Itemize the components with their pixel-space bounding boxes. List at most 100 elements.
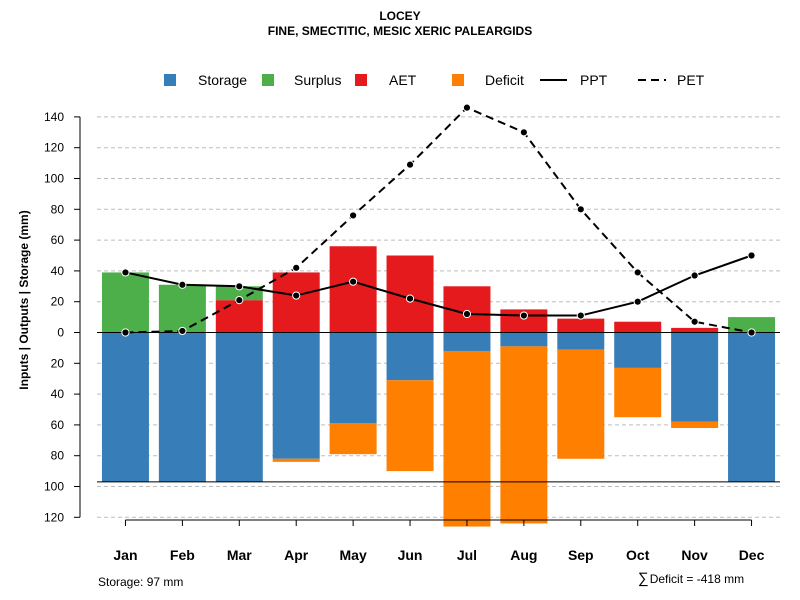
legend-label-pet: PET (677, 72, 705, 88)
legend: Storage Surplus AET Deficit PPT PET (164, 72, 705, 88)
bar-aet-sep (557, 318, 605, 333)
y-tick-label: 40 (51, 387, 65, 401)
ppt-point-nov (690, 271, 699, 280)
pet-point-dec (747, 328, 756, 337)
bar-deficit-apr (272, 458, 320, 462)
lines (121, 103, 756, 337)
legend-swatch-surplus (262, 74, 274, 86)
x-tick-label-may: May (340, 547, 367, 563)
bar-storage-jun (386, 332, 434, 381)
pet-point-may (349, 211, 358, 220)
bar-deficit-may (329, 423, 377, 455)
y-tick-label: 100 (44, 480, 64, 494)
bar-storage-sep (557, 332, 605, 350)
x-tick-label-dec: Dec (739, 547, 765, 563)
ppt-point-sep (576, 311, 585, 320)
pet-point-jul (462, 103, 472, 112)
legend-label-deficit: Deficit (485, 72, 524, 88)
y-tick-label: 100 (44, 172, 64, 186)
y-tick-label: 120 (44, 141, 64, 155)
bar-deficit-oct (614, 367, 662, 418)
bar-deficit-sep (557, 349, 605, 459)
pet-point-aug (519, 128, 528, 137)
x-tick-label-nov: Nov (681, 547, 708, 563)
x-tick-label-apr: Apr (284, 547, 309, 563)
ppt-point-may (349, 277, 358, 286)
pet-point-nov (690, 317, 699, 326)
pet-point-sep (576, 205, 585, 214)
x-tick-label-jun: Jun (398, 547, 423, 563)
legend-swatch-deficit (452, 74, 464, 86)
legend-label-surplus: Surplus (294, 72, 341, 88)
ppt-line (125, 254, 752, 317)
x-tick-label-sep: Sep (568, 547, 594, 563)
ppt-point-oct (633, 297, 642, 306)
bar-deficit-jul (443, 350, 491, 527)
bar-aet-apr (272, 272, 320, 333)
ppt-point-dec (747, 251, 756, 260)
y-tick-label: 80 (51, 449, 65, 463)
chart-title: LOCEY (379, 9, 421, 23)
x-tick-label-feb: Feb (170, 547, 195, 563)
bar-storage-apr (272, 332, 320, 459)
deficit-footnote: ∑Deficit = -418 mm (638, 570, 744, 587)
bar-surplus-mar (215, 286, 263, 301)
ppt-point-mar (235, 282, 244, 291)
pet-point-apr (292, 263, 301, 272)
ppt-point-feb (178, 280, 187, 289)
legend-label-ppt: PPT (580, 72, 608, 88)
x-tick-label-aug: Aug (510, 547, 537, 563)
bar-aet-oct (614, 321, 662, 333)
y-tick-label: 120 (44, 510, 64, 524)
x-tick-label-mar: Mar (227, 547, 252, 563)
pet-point-jan (121, 328, 130, 337)
bar-storage-oct (614, 332, 662, 368)
x-tick-label-jul: Jul (457, 547, 477, 563)
bar-deficit-aug (500, 346, 548, 524)
bar-storage-feb (158, 332, 206, 482)
y-axis-label: Inputs | Outputs | Storage (mm) (17, 210, 31, 389)
y-tick-label: 60 (51, 418, 65, 432)
ppt-point-jun (405, 294, 415, 303)
y-tick-label: 20 (51, 295, 65, 309)
legend-swatch-storage (164, 74, 176, 86)
bar-storage-aug (500, 332, 548, 347)
bars (97, 246, 780, 527)
y-tick-label: 60 (51, 233, 65, 247)
x-tick-label-jan: Jan (113, 547, 137, 563)
bar-storage-mar (215, 332, 263, 482)
ppt-point-jul (462, 309, 472, 319)
bar-storage-nov (671, 332, 719, 422)
bar-aet-mar (215, 300, 263, 333)
pet-point-oct (633, 268, 642, 277)
axes: 0 20 40 60 80 100 120 140 20 40 60 80 100 120 Jan Feb Ma… (44, 110, 765, 563)
bar-deficit-jun (386, 380, 434, 472)
sum-symbol: ∑ (638, 570, 649, 587)
storage-footnote: Storage: 97 mm (98, 575, 184, 589)
pet-line (125, 106, 752, 334)
bar-storage-dec (728, 332, 776, 482)
bar-storage-jul (443, 332, 491, 351)
legend-label-storage: Storage (198, 72, 247, 88)
pet-point-mar (235, 296, 244, 305)
bar-storage-may (329, 332, 377, 424)
ppt-point-aug (519, 311, 528, 320)
y-tick-label: 40 (51, 264, 65, 278)
y-tick-label: 140 (44, 110, 64, 124)
chart-subtitle: FINE, SMECTITIC, MESIC XERIC PALEARGIDS (267, 24, 533, 38)
bar-surplus-jan (101, 272, 149, 333)
bar-surplus-dec (728, 317, 776, 333)
y-tick-label: 20 (51, 356, 65, 370)
legend-swatch-aet (355, 74, 367, 86)
deficit-footnote-text: Deficit = -418 mm (649, 572, 745, 586)
bar-aet-may (329, 246, 377, 333)
pet-point-feb (178, 326, 187, 336)
y-tick-label: 0 (57, 326, 64, 340)
legend-label-aet: AET (389, 72, 417, 88)
ppt-point-jan (121, 268, 130, 277)
x-tick-label-oct: Oct (626, 547, 650, 563)
pet-point-jun (405, 160, 415, 169)
bar-deficit-nov (671, 421, 719, 428)
y-tick-label: 80 (51, 202, 65, 216)
